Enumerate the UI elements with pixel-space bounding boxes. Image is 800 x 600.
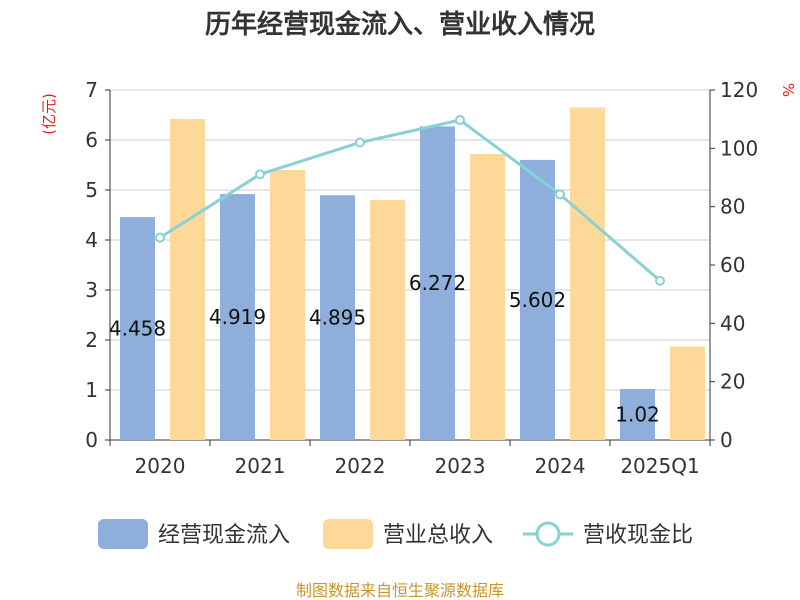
right-tick-label: 120 [720,78,758,102]
left-axis-unit: (亿元) [40,93,58,135]
ratio-point [555,189,565,200]
bar [470,154,505,440]
bar [620,389,655,440]
legend: 经营现金流入 营业总收入 营收现金比 [98,519,693,549]
x-tick-label: 2022 [335,454,386,478]
left-tick-label: 1 [85,378,98,402]
left-tick-label: 3 [85,278,98,302]
legend-marker [535,521,561,547]
legend-label: 营业总收入 [383,523,493,548]
right-tick-label: 20 [720,370,745,394]
legend-label: 经营现金流入 [158,523,290,548]
bar-data-label: 4.919 [209,305,266,329]
bar-data-label: 4.458 [109,317,166,341]
right-tick-label: 60 [720,253,745,277]
data-labels: 4.458 4.919 4.895 6.272 5.602 1.02 [109,271,660,426]
left-tick-label: 5 [85,178,98,202]
right-axis-unit: % [779,83,797,97]
ratio-line-path [159,118,661,282]
gridlines [110,89,710,391]
x-tick-label: 2023 [435,454,486,478]
bar [570,107,605,440]
bar [370,200,405,440]
x-tick-label: 2025Q1 [620,454,699,478]
bar-data-label: 4.895 [309,306,366,330]
chart-title: 历年经营现金流入、营业收入情况 [205,9,595,40]
bar-data-label: 6.272 [409,271,466,295]
left-tick-label: 4 [85,228,98,252]
left-tick-label: 0 [85,428,98,452]
x-tick-label: 2021 [235,454,286,478]
ratio-point [455,115,465,126]
ratio-point [155,232,165,243]
bar [170,119,205,440]
legend-label: 营收现金比 [583,523,693,548]
bar-data-label: 1.02 [615,403,660,427]
bar-data-label: 5.602 [509,288,566,312]
ratio-point [255,169,265,180]
ratio-line [155,115,665,286]
right-tick-label: 40 [720,311,745,335]
right-tick-label: 0 [720,428,733,452]
ratio-point [355,137,365,148]
right-tick-label: 100 [720,136,758,160]
legend-swatch [323,519,373,549]
right-tick-label: 80 [720,195,745,219]
bar [320,195,355,440]
left-tick-label: 2 [85,328,98,352]
bar [420,126,455,441]
x-tick-label: 2024 [535,454,586,478]
source-note: 制图数据来自恒生聚源数据库 [296,581,504,600]
ratio-point [655,275,665,286]
bar [120,217,155,440]
bar [220,194,255,440]
bar [270,170,305,440]
left-tick-label: 6 [85,128,98,152]
left-tick-label: 7 [85,78,98,102]
bar [520,159,555,440]
bars [120,107,705,441]
axes: 0 1 2 3 4 5 6 7 0 20 40 60 80 100 120 2020 2021 2022 2023 2… [85,78,758,478]
legend-swatch [98,519,148,549]
bar [670,346,705,440]
x-tick-label: 2020 [135,454,186,478]
